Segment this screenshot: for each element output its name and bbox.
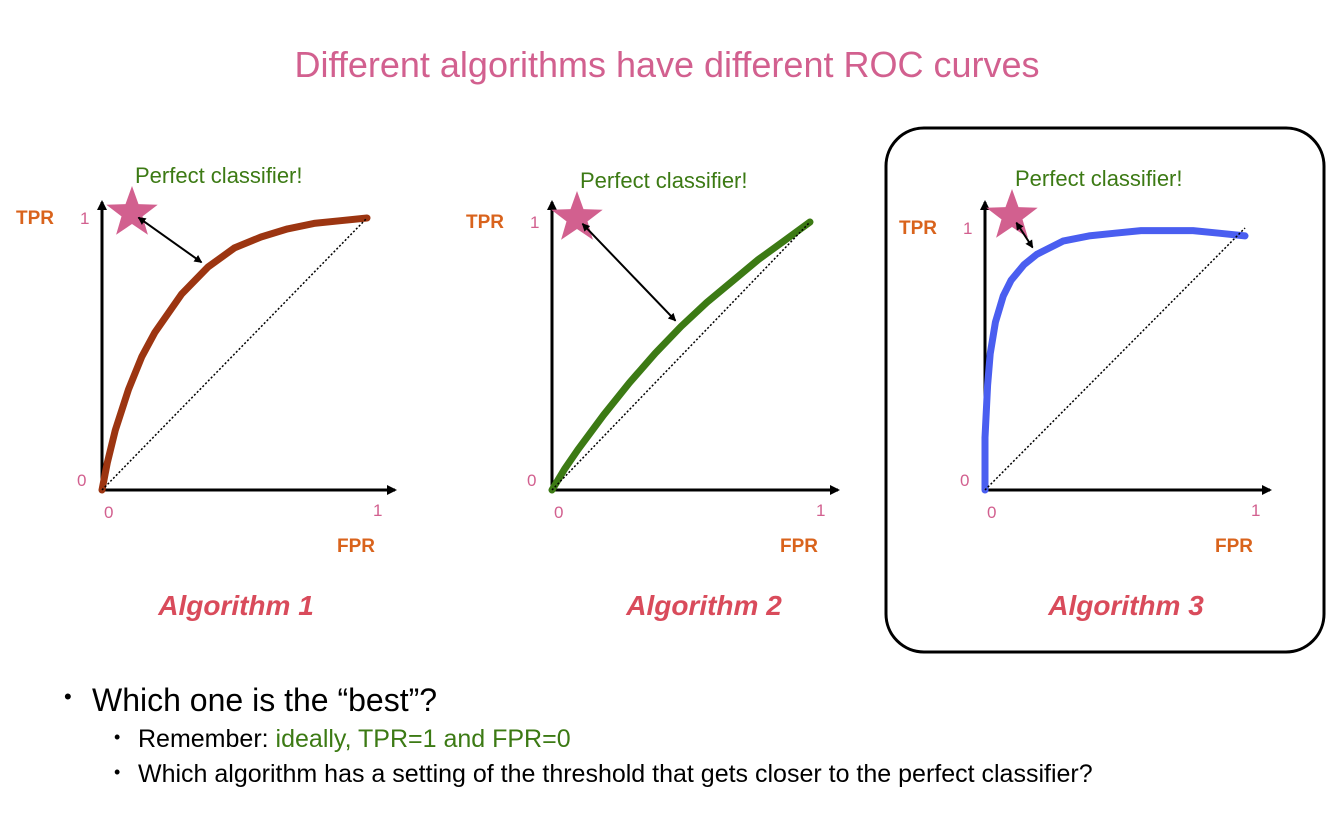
- y-tick-0: 0: [527, 471, 536, 490]
- x-tick-0: 0: [104, 503, 113, 522]
- bullet-remember: Remember: ideally, TPR=1 and FPR=0: [114, 725, 1093, 754]
- roc-curve-line: [548, 218, 814, 494]
- y-tick-1: 1: [80, 209, 89, 228]
- bullet-main: Which one is the “best”?: [64, 682, 1093, 719]
- y-axis-label: TPR: [16, 208, 54, 229]
- diagonal-line: [101, 217, 368, 491]
- slide-title: Different algorithms have different ROC …: [294, 44, 1040, 85]
- diagonal-line: [984, 227, 1246, 491]
- perfect-classifier-star: [986, 189, 1038, 238]
- distance-arrow: [137, 216, 203, 264]
- y-tick-0: 0: [960, 471, 969, 490]
- perfect-classifier-label: Perfect classifier!: [1015, 166, 1183, 191]
- y-axis-label: TPR: [466, 212, 504, 233]
- x-axis-label: FPR: [1215, 536, 1253, 557]
- perfect-classifier-label: Perfect classifier!: [580, 168, 748, 193]
- x-axis-label: FPR: [337, 536, 375, 557]
- y-tick-1: 1: [963, 219, 972, 238]
- x-tick-1: 1: [816, 501, 825, 520]
- y-tick-0: 0: [77, 471, 86, 490]
- roc-chart-2: 1 00 1 TPR FPR Perfect classifier! Algorithm 2: [466, 168, 840, 621]
- y-axis-label: TPR: [899, 218, 937, 239]
- distance-arrow: [1015, 221, 1034, 249]
- algorithm-caption: Algorithm 3: [1047, 590, 1204, 621]
- perfect-classifier-label: Perfect classifier!: [135, 163, 303, 188]
- algorithm-caption: Algorithm 1: [157, 590, 314, 621]
- bullet-remember-prefix: Remember:: [138, 725, 276, 753]
- roc-chart-3: 1 00 1 TPR FPR Perfect classifier! Algorithm 3: [884, 126, 1326, 654]
- algorithm-caption: Algorithm 2: [625, 590, 782, 621]
- roc-curve-line: [98, 214, 371, 494]
- distance-arrow: [581, 223, 677, 322]
- x-tick-0: 0: [987, 503, 996, 522]
- bullet-list: Which one is the “best”? Remember: ideal…: [64, 682, 1093, 789]
- y-tick-1: 1: [530, 213, 539, 232]
- x-tick-1: 1: [1251, 501, 1260, 520]
- roc-chart-1: 1 00 1 TPR FPR Perfect classifier! Algorithm 1: [16, 163, 397, 621]
- bullet-remember-highlight: ideally, TPR=1 and FPR=0: [275, 725, 571, 753]
- x-axis-label: FPR: [780, 536, 818, 557]
- highlight-frame: [884, 126, 1326, 654]
- x-tick-0: 0: [554, 503, 563, 522]
- perfect-classifier-star: [106, 186, 158, 235]
- bullet-question: Which algorithm has a setting of the thr…: [114, 760, 1093, 789]
- perfect-classifier-star: [551, 191, 603, 240]
- diagonal-line: [551, 221, 811, 491]
- roc-curve-line: [981, 227, 1249, 494]
- x-tick-1: 1: [373, 501, 382, 520]
